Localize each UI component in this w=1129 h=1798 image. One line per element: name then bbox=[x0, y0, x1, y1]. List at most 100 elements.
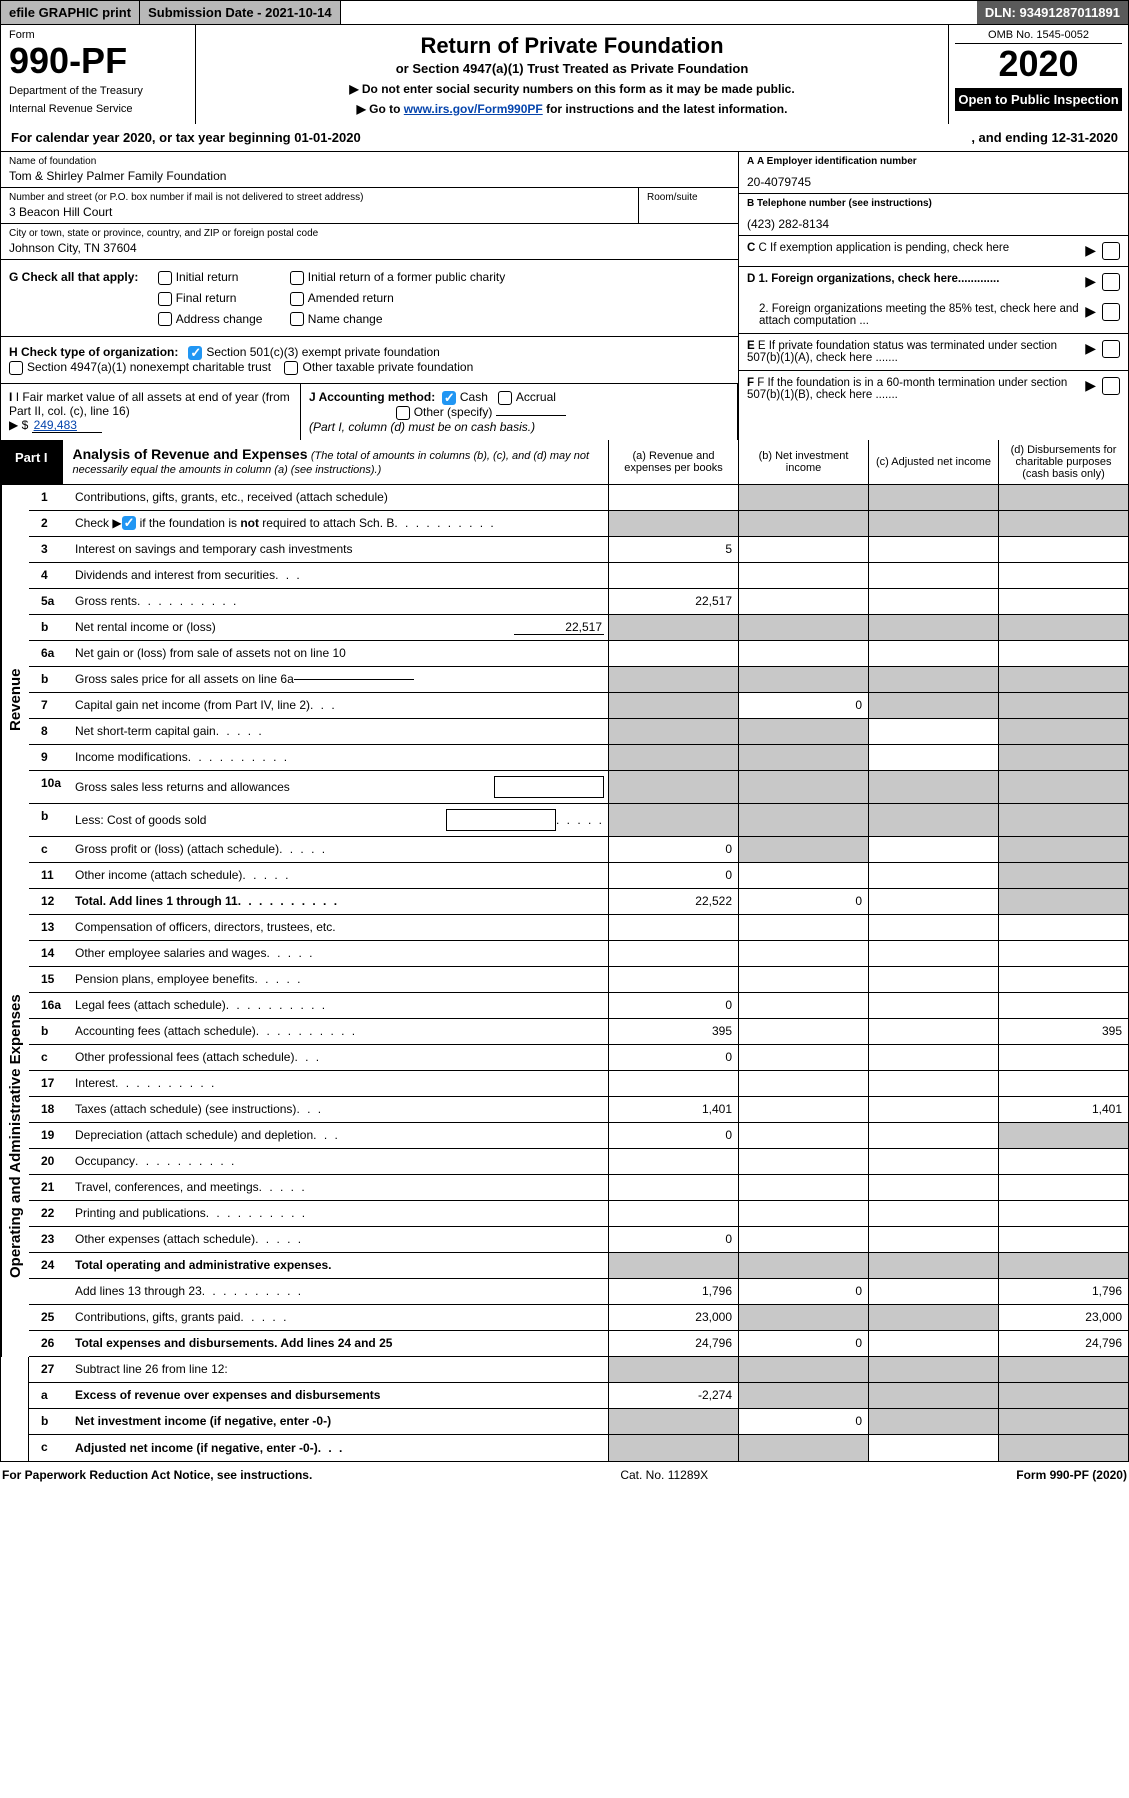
col-a bbox=[608, 1201, 738, 1226]
col-a: 1,796 bbox=[608, 1279, 738, 1304]
line-num: 4 bbox=[29, 563, 71, 588]
checkbox-cash[interactable] bbox=[442, 391, 456, 405]
line-l1: 1Contributions, gifts, grants, etc., rec… bbox=[29, 485, 1128, 511]
checkbox-name-change[interactable] bbox=[290, 312, 304, 326]
c-exemption-row: C C If exemption application is pending,… bbox=[739, 236, 1128, 266]
checkbox-initial-return[interactable] bbox=[158, 271, 172, 285]
form-title: Return of Private Foundation bbox=[206, 33, 938, 59]
checkbox-501c3[interactable] bbox=[188, 346, 202, 360]
line-l10b: bLess: Cost of goods sold bbox=[29, 804, 1128, 837]
col-c bbox=[868, 967, 998, 992]
header-right: OMB No. 1545-0052 2020 Open to Public In… bbox=[948, 25, 1128, 124]
line-l5b: bNet rental income or (loss)22,517 bbox=[29, 615, 1128, 641]
checkbox-c[interactable] bbox=[1102, 242, 1120, 260]
dln-number: DLN: 93491287011891 bbox=[977, 1, 1128, 24]
col-b-header: (b) Net investment income bbox=[738, 440, 868, 484]
col-c bbox=[868, 1149, 998, 1174]
col-c bbox=[868, 889, 998, 914]
line-l11: 11Other income (attach schedule)0 bbox=[29, 863, 1128, 889]
line-desc: Occupancy bbox=[71, 1149, 608, 1174]
col-b bbox=[738, 1175, 868, 1200]
col-d bbox=[998, 1227, 1128, 1252]
line-num: 19 bbox=[29, 1123, 71, 1148]
checkbox-final-return[interactable] bbox=[158, 292, 172, 306]
checkbox-f[interactable] bbox=[1102, 377, 1120, 395]
col-a: 22,522 bbox=[608, 889, 738, 914]
col-b bbox=[738, 615, 868, 640]
street-address: 3 Beacon Hill Court bbox=[9, 203, 630, 219]
col-d bbox=[998, 719, 1128, 744]
col-d bbox=[998, 1123, 1128, 1148]
col-c bbox=[868, 745, 998, 770]
col-a: 0 bbox=[608, 1227, 738, 1252]
line-num: 26 bbox=[29, 1331, 71, 1356]
col-d bbox=[998, 804, 1128, 836]
col-c bbox=[868, 1019, 998, 1044]
col-d: 395 bbox=[998, 1019, 1128, 1044]
line-desc: Legal fees (attach schedule) bbox=[71, 993, 608, 1018]
col-d bbox=[998, 485, 1128, 510]
footer-mid: Cat. No. 11289X bbox=[620, 1468, 708, 1482]
col-b bbox=[738, 1305, 868, 1330]
col-c-header: (c) Adjusted net income bbox=[868, 440, 998, 484]
col-a bbox=[608, 745, 738, 770]
col-c bbox=[868, 1227, 998, 1252]
checkbox-other-method[interactable] bbox=[396, 406, 410, 420]
opex-label: Operating and Administrative Expenses bbox=[1, 915, 29, 1357]
col-c bbox=[868, 1331, 998, 1356]
line-desc: Other income (attach schedule) bbox=[71, 863, 608, 888]
omb-number: OMB No. 1545-0052 bbox=[955, 29, 1122, 44]
col-c bbox=[868, 941, 998, 966]
col-a bbox=[608, 1357, 738, 1382]
col-c bbox=[868, 993, 998, 1018]
checkbox-address-change[interactable] bbox=[158, 312, 172, 326]
info-block: Name of foundation Tom & Shirley Palmer … bbox=[0, 152, 1129, 440]
col-b: 0 bbox=[738, 693, 868, 718]
col-b bbox=[738, 1045, 868, 1070]
col-b bbox=[738, 804, 868, 836]
line-desc: Interest on savings and temporary cash i… bbox=[71, 537, 608, 562]
footer-left: For Paperwork Reduction Act Notice, see … bbox=[2, 1468, 312, 1482]
line-desc: Excess of revenue over expenses and disb… bbox=[71, 1383, 608, 1408]
checkbox-d2[interactable] bbox=[1102, 303, 1120, 321]
irs-link[interactable]: www.irs.gov/Form990PF bbox=[404, 102, 543, 116]
line-num: 7 bbox=[29, 693, 71, 718]
col-d: 1,401 bbox=[998, 1097, 1128, 1122]
col-b bbox=[738, 941, 868, 966]
h-org-type-row: H Check type of organization: Section 50… bbox=[1, 337, 738, 384]
col-c bbox=[868, 1071, 998, 1096]
line-num: b bbox=[29, 1019, 71, 1044]
checkbox-amended[interactable] bbox=[290, 292, 304, 306]
header-center: Return of Private Foundation or Section … bbox=[196, 25, 948, 124]
line-desc: Accounting fees (attach schedule) bbox=[71, 1019, 608, 1044]
line-l25: 25Contributions, gifts, grants paid23,00… bbox=[29, 1305, 1128, 1331]
col-d bbox=[998, 1071, 1128, 1096]
checkbox-e[interactable] bbox=[1102, 340, 1120, 358]
col-b bbox=[738, 1383, 868, 1408]
cal-year-end: , and ending 12-31-2020 bbox=[971, 130, 1118, 145]
checkbox-accrual[interactable] bbox=[498, 391, 512, 405]
col-d bbox=[998, 745, 1128, 770]
line-desc: Add lines 13 through 23 bbox=[71, 1279, 608, 1304]
col-d bbox=[998, 837, 1128, 862]
checkbox-sch-b[interactable] bbox=[122, 516, 136, 530]
col-b bbox=[738, 589, 868, 614]
checkbox-4947a1[interactable] bbox=[9, 361, 23, 375]
col-d bbox=[998, 1175, 1128, 1200]
line-num: b bbox=[29, 1409, 71, 1434]
col-a: -2,274 bbox=[608, 1383, 738, 1408]
line-num: 18 bbox=[29, 1097, 71, 1122]
col-c bbox=[868, 1305, 998, 1330]
checkbox-d1[interactable] bbox=[1102, 273, 1120, 291]
col-d bbox=[998, 1435, 1128, 1461]
col-b bbox=[738, 863, 868, 888]
checkbox-initial-former[interactable] bbox=[290, 271, 304, 285]
line-l10c: cGross profit or (loss) (attach schedule… bbox=[29, 837, 1128, 863]
fmv-value[interactable]: 249,483 bbox=[32, 418, 102, 433]
line-desc: Income modifications bbox=[71, 745, 608, 770]
d1-foreign-row: D 1. Foreign organizations, check here..… bbox=[739, 267, 1128, 297]
line-l16a: 16aLegal fees (attach schedule)0 bbox=[29, 993, 1128, 1019]
part1-tab: Part I bbox=[1, 440, 63, 484]
col-d bbox=[998, 537, 1128, 562]
checkbox-other-taxable[interactable] bbox=[284, 361, 298, 375]
